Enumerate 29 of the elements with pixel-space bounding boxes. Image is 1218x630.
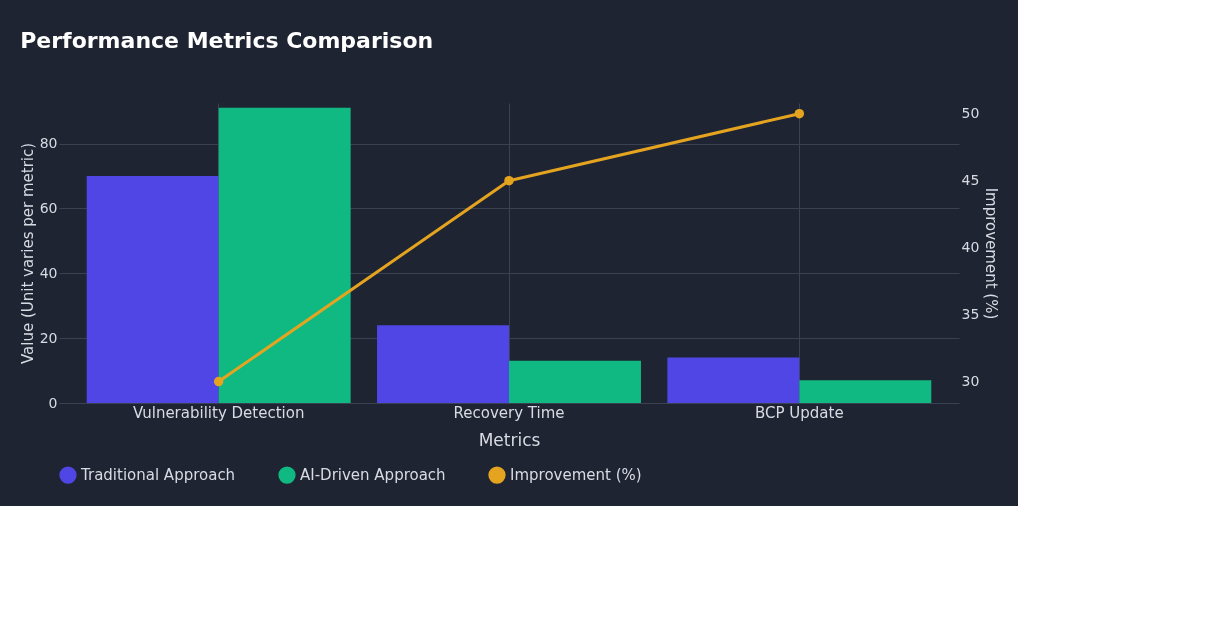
x-tick-label: Vulnerability Detection: [132, 403, 305, 422]
y2-tick-label: 50: [961, 105, 980, 122]
y-tick-label: 0: [48, 394, 58, 411]
bar: [509, 360, 641, 403]
y2-tick-label: 40: [961, 239, 980, 256]
y2-tick-label: 35: [961, 306, 980, 323]
bar: [218, 107, 351, 403]
y2-tick-label: 45: [961, 172, 980, 189]
legend-label: AI-Driven Approach: [300, 466, 446, 485]
x-axis-title: Metrics: [478, 429, 541, 450]
y-axis-title: Value (Unit varies per metric): [18, 142, 37, 365]
y2-axis-title: Improvement (%): [982, 187, 1001, 320]
bar: [86, 175, 219, 403]
bar: [799, 380, 932, 403]
x-tick-label: Recovery Time: [453, 403, 565, 422]
y-tick-label: 80: [39, 135, 58, 152]
legend-label: Traditional Approach: [80, 466, 236, 485]
y-tick-label: 40: [39, 264, 58, 281]
x-tick-label: BCP Update: [755, 403, 844, 422]
bar: [377, 325, 509, 403]
bar: [667, 357, 800, 403]
y-tick-label: 20: [39, 329, 58, 346]
chart-title: Performance Metrics Comparison: [20, 28, 434, 53]
y2-tick-label: 30: [961, 373, 980, 390]
point: [213, 376, 224, 387]
y-tick-label: 60: [39, 199, 58, 216]
point: [504, 175, 514, 186]
point: [794, 108, 805, 119]
legend-label: Improvement (%): [510, 466, 642, 485]
